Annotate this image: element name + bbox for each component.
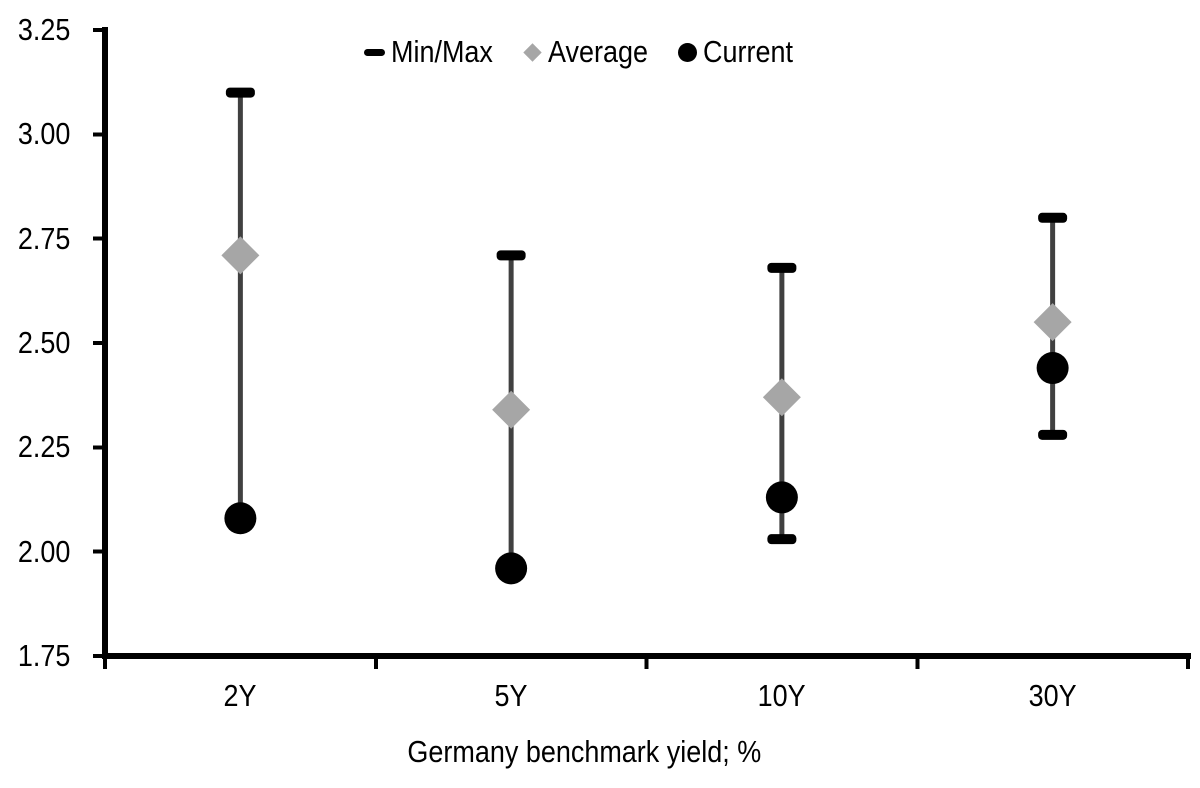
x-tick-label-text: 5Y (494, 678, 528, 713)
x-tick-label-text: 2Y (223, 678, 257, 713)
y-tick-label-text: 2.50 (17, 325, 70, 360)
x-tick-label: 2Y (170, 678, 310, 714)
x-tick-label-text: 10Y (757, 678, 806, 713)
dash-icon (364, 48, 385, 56)
x-axis-title-text: Germany benchmark yield; % (407, 734, 762, 769)
y-tick-label: 1.75 (0, 638, 70, 674)
y-tick-label: 3.25 (0, 12, 70, 48)
y-tick-label: 3.00 (0, 116, 70, 152)
y-tick-label: 2.50 (0, 325, 70, 361)
current-circle-marker (224, 502, 257, 535)
x-tick-label: 30Y (983, 678, 1123, 714)
y-tick-label-text: 2.75 (17, 220, 70, 256)
y-tick-label: 2.00 (0, 534, 70, 570)
circle-icon (678, 42, 698, 62)
legend-item-current: Current (678, 34, 806, 70)
y-tick-label-text: 2.00 (17, 533, 70, 569)
current-circle-marker (1036, 352, 1069, 385)
legend-label-average: Average (548, 34, 649, 69)
y-tick-label-text: 3.25 (17, 12, 70, 47)
x-tick-label: 10Y (712, 678, 852, 714)
legend: Min/Max Average Current (364, 33, 806, 71)
current-circle-marker (495, 552, 528, 585)
max-cap-marker (225, 87, 255, 98)
average-diamond-marker (221, 236, 260, 275)
current-circle-marker (765, 481, 798, 514)
x-tick-label: 5Y (441, 678, 581, 714)
average-diamond-marker (492, 390, 531, 429)
y-tick-label-text: 3.00 (17, 116, 70, 152)
x-tick-label-text: 30Y (1028, 678, 1077, 713)
max-cap-marker (767, 262, 797, 273)
average-diamond-marker (762, 378, 801, 417)
max-cap-marker (496, 250, 526, 261)
legend-item-average: Average (523, 34, 663, 70)
diamond-icon (523, 42, 542, 62)
legend-label-minmax: Min/Max (391, 34, 493, 69)
x-axis-title: Germany benchmark yield; % (381, 734, 781, 770)
min-cap-marker (1038, 429, 1068, 440)
legend-item-minmax: Min/Max (364, 34, 508, 70)
y-tick-label-text: 1.75 (17, 638, 70, 673)
y-tick-label: 2.75 (0, 221, 70, 257)
max-cap-marker (1038, 212, 1068, 223)
average-diamond-marker (1033, 303, 1072, 342)
y-tick-label-text: 2.25 (17, 429, 70, 465)
y-tick-label: 2.25 (0, 429, 70, 465)
min-cap-marker (767, 534, 797, 545)
legend-label-current: Current (703, 34, 793, 69)
